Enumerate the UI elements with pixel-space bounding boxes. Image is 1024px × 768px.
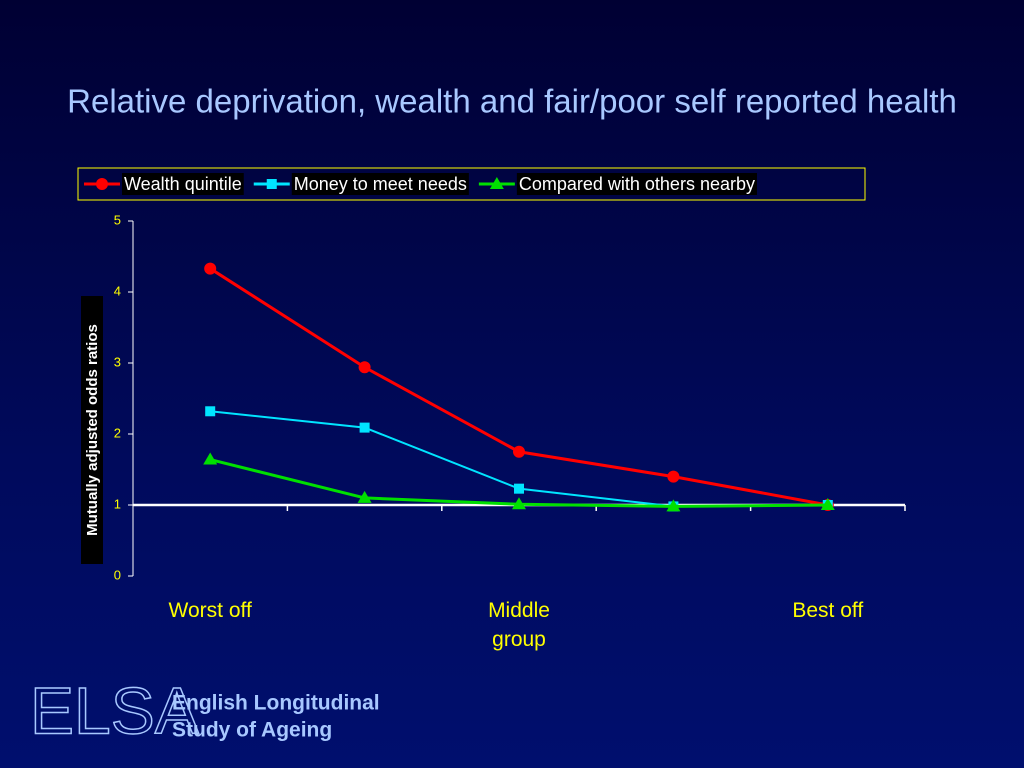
legend-label: Money to meet needs	[294, 174, 467, 194]
marker	[667, 470, 680, 483]
y-tick-label: 3	[114, 354, 121, 369]
marker	[513, 445, 525, 458]
legend-label: Wealth quintile	[124, 174, 242, 194]
legend-text-bg	[291, 173, 469, 195]
y-tick-label: 1	[114, 496, 121, 511]
logo-line: English Longitudinal	[172, 692, 380, 715]
legend-text-bg	[516, 173, 757, 195]
logo-mark: ELSA	[30, 673, 199, 747]
marker	[266, 179, 277, 189]
marker	[205, 406, 216, 417]
y-tick-label: 4	[114, 283, 121, 298]
y-tick-label: 2	[114, 425, 121, 440]
marker	[203, 452, 218, 465]
marker	[514, 483, 524, 494]
x-tick-label: Middle group	[488, 599, 550, 651]
legend-box	[77, 167, 866, 201]
marker	[512, 497, 526, 510]
marker	[359, 422, 370, 433]
x-tick-label: Best off	[792, 599, 864, 622]
marker	[820, 498, 835, 510]
legend-text-bg	[122, 173, 244, 195]
marker	[96, 178, 108, 190]
marker	[358, 361, 371, 374]
y-tick-label: 5	[114, 212, 121, 227]
marker	[357, 490, 372, 503]
marker	[204, 262, 217, 275]
marker	[666, 499, 681, 512]
x-tick-label: Worst off	[168, 599, 252, 622]
y-axis-label: Mutually adjusted odds ratios	[84, 324, 101, 536]
chart-title: Relative deprivation, wealth and fair/po…	[67, 83, 957, 120]
marker	[489, 177, 504, 189]
series-line	[209, 267, 829, 507]
y-tick-label: 0	[114, 567, 121, 582]
y-label-bg	[81, 296, 103, 564]
legend-label: Compared with others nearby	[519, 174, 755, 194]
logo-line: Study of Ageing	[172, 719, 332, 742]
